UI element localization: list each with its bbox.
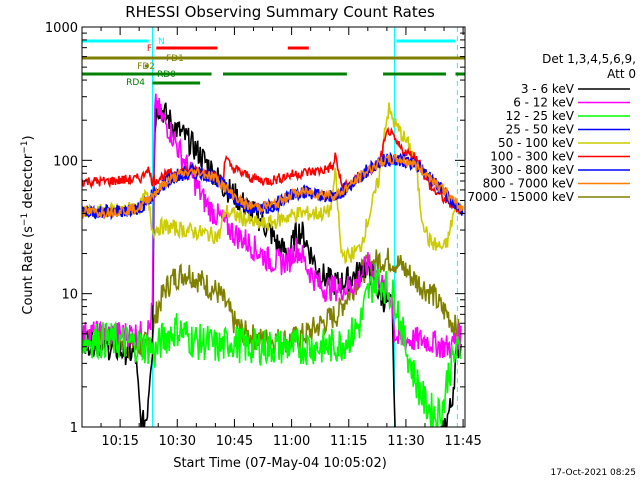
series-line [82, 247, 462, 361]
legend-label: 25 - 50 keV [506, 123, 575, 137]
legend-label: 7000 - 15000 keV [467, 190, 574, 204]
flag-label-n: N [158, 37, 165, 47]
flag-label-f: F [147, 44, 152, 54]
y-tick-label: 1 [70, 421, 78, 436]
flag-label-rd4: RD4 [126, 78, 145, 88]
legend-label: 50 - 100 keV [498, 136, 575, 150]
x-axis: 10:15 10:30 10:45 11:00 11:15 11:30 11:45 [81, 27, 482, 449]
x-tick-label: 11:15 [330, 434, 367, 449]
x-tick-label: 11:00 [273, 434, 310, 449]
legend-header-line2: Att 0 [607, 67, 636, 81]
legend-label: 800 - 7000 keV [483, 177, 575, 191]
y-tick-label: 100 [53, 154, 78, 169]
x-tick-label: 11:30 [387, 434, 424, 449]
series-line [82, 93, 462, 359]
y-axis-label: Count Rate (s−1 detector−1) [20, 135, 36, 314]
legend-label: 3 - 6 keV [521, 82, 575, 96]
series-line [82, 100, 462, 427]
series-line [82, 153, 464, 219]
y-axis: 1 10 100 1000 [45, 21, 465, 436]
flag-label-fd1: FD1 [166, 54, 184, 64]
chart-title: RHESSI Observing Summary Count Rates [125, 3, 435, 21]
x-tick-label: 10:15 [101, 434, 138, 449]
legend-label: 100 - 300 keV [490, 150, 574, 164]
x-tick-label: 10:45 [216, 434, 253, 449]
series-line [82, 102, 464, 265]
series-line [82, 126, 464, 216]
legend-label: 12 - 25 keV [506, 109, 575, 123]
x-axis-label: Start Time (07-May-04 10:05:02) [173, 456, 387, 471]
x-tick-label: 10:30 [159, 434, 196, 449]
plot-frame [81, 26, 466, 428]
legend-label: 6 - 12 keV [513, 96, 575, 110]
flag-label-fd2: FD2 [137, 62, 155, 72]
series-line [82, 262, 462, 427]
flag-label-rd0: RD0 [157, 70, 176, 80]
legend-header-line1: Det 1,3,4,5,6,9, [542, 52, 636, 66]
y-tick-label: 10 [61, 288, 78, 303]
series-group [82, 93, 464, 427]
x-tick-label: 11:45 [444, 434, 481, 449]
legend-label: 300 - 800 keV [490, 163, 574, 177]
y-tick-label: 1000 [45, 21, 78, 36]
footer-date: 17-Oct-2021 08:25 [551, 468, 636, 478]
